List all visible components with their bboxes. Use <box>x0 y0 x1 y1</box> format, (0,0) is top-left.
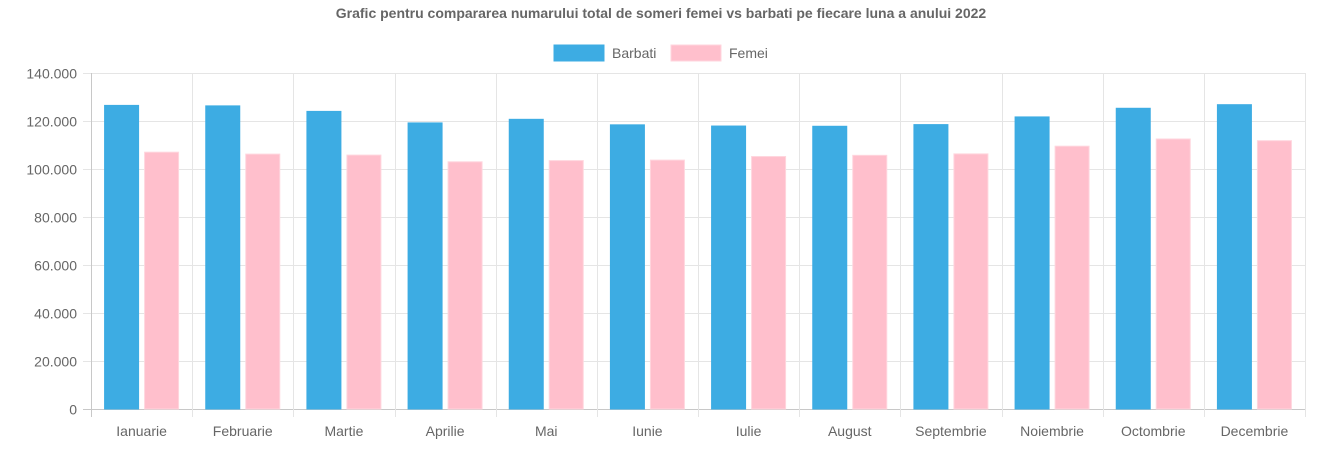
bar-barbati-mai[interactable] <box>508 118 544 410</box>
bar-barbati-iulie[interactable] <box>711 125 747 410</box>
y-tick-label: 120.000 <box>26 114 77 130</box>
y-tick-label: 0 <box>69 402 77 418</box>
legend: Barbati Femei <box>553 44 768 62</box>
bar-femei-octombrie[interactable] <box>1155 138 1191 410</box>
bar-femei-februarie[interactable] <box>245 153 281 410</box>
y-tick-label: 100.000 <box>26 162 77 178</box>
bar-barbati-decembrie[interactable] <box>1216 104 1252 410</box>
x-tick-label: Iunie <box>632 423 663 439</box>
bar-femei-mai[interactable] <box>548 160 584 410</box>
y-tick-label: 20.000 <box>34 354 77 370</box>
x-tick-label: Februarie <box>213 423 273 439</box>
bar-barbati-august[interactable] <box>812 125 848 410</box>
legend-label: Barbati <box>612 45 656 61</box>
legend-swatch <box>553 44 605 62</box>
bar-barbati-septembrie[interactable] <box>913 124 949 410</box>
x-tick-label: Noiembrie <box>1020 423 1084 439</box>
x-tick-label: Mai <box>535 423 558 439</box>
y-tick-label: 40.000 <box>34 306 77 322</box>
y-tick-label: 80.000 <box>34 210 77 226</box>
bar-femei-august[interactable] <box>852 154 888 410</box>
bar-femei-ianuarie[interactable] <box>144 151 180 410</box>
y-tick-label: 140.000 <box>26 66 77 82</box>
bar-barbati-aprilie[interactable] <box>407 122 443 410</box>
bar-barbati-iunie[interactable] <box>609 124 645 410</box>
bar-femei-martie[interactable] <box>346 154 382 410</box>
x-tick-label: Ianuarie <box>116 423 167 439</box>
grid-layer <box>83 73 1306 417</box>
bar-barbati-ianuarie[interactable] <box>104 104 140 410</box>
x-tick-label: Iulie <box>736 423 762 439</box>
x-tick-label: Septembrie <box>915 423 987 439</box>
bar-femei-iunie[interactable] <box>649 159 685 410</box>
legend-item-femei[interactable]: Femei <box>670 44 768 62</box>
chart-title: Grafic pentru compararea numarului total… <box>336 5 987 21</box>
x-tick-label: Martie <box>324 423 363 439</box>
bar-barbati-februarie[interactable] <box>205 105 241 410</box>
bar-femei-iulie[interactable] <box>751 156 787 410</box>
bar-barbati-noiembrie[interactable] <box>1014 116 1050 410</box>
legend-swatch <box>670 44 722 62</box>
x-tick-label: August <box>828 423 872 439</box>
x-tick-label: Decembrie <box>1221 423 1289 439</box>
legend-label: Femei <box>729 45 768 61</box>
x-tick-label: Aprilie <box>426 423 465 439</box>
bar-femei-decembrie[interactable] <box>1256 140 1292 410</box>
labels-layer: 0 20.000 40.000 60.000 80.000 100.000 120.000 1… <box>26 66 1288 440</box>
x-tick-label: Octombrie <box>1121 423 1186 439</box>
bar-barbati-octombrie[interactable] <box>1115 107 1151 410</box>
bars-layer <box>104 104 1292 410</box>
y-tick-label: 60.000 <box>34 258 77 274</box>
bar-femei-aprilie[interactable] <box>447 161 483 410</box>
bar-femei-septembrie[interactable] <box>953 153 989 410</box>
bar-barbati-martie[interactable] <box>306 110 342 410</box>
legend-item-barbati[interactable]: Barbati <box>553 44 656 62</box>
bar-femei-noiembrie[interactable] <box>1054 145 1090 410</box>
